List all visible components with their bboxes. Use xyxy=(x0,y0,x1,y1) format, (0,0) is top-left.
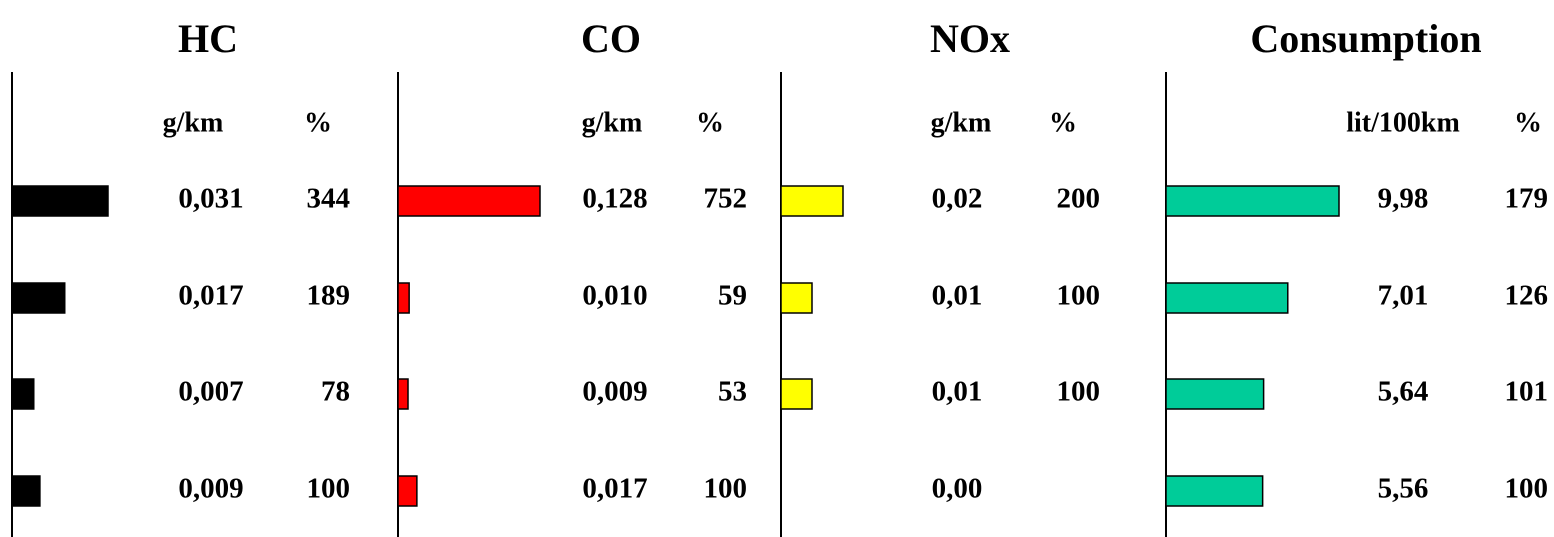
percent-value: 126 xyxy=(1505,280,1549,312)
unit-label: g/km xyxy=(931,107,992,138)
percent-value: 752 xyxy=(704,183,748,215)
bar xyxy=(397,475,418,507)
value-label: 9,98 xyxy=(1378,183,1429,215)
value-label: 0,00 xyxy=(932,473,983,505)
bar xyxy=(11,282,66,314)
bar xyxy=(780,378,813,410)
panel-title: Consumption xyxy=(1250,16,1481,61)
value-label: 0,017 xyxy=(178,280,243,312)
bar xyxy=(11,475,41,507)
value-label: 0,128 xyxy=(582,183,647,215)
value-label: 0,017 xyxy=(582,473,647,505)
percent-value: 179 xyxy=(1505,183,1549,215)
bar xyxy=(397,185,541,217)
bar xyxy=(11,378,35,410)
bar xyxy=(780,185,844,217)
panel-title: NOx xyxy=(930,16,1010,61)
unit-label: lit/100km xyxy=(1346,107,1460,138)
bar xyxy=(1165,475,1264,507)
percent-value: 53 xyxy=(718,376,747,408)
percent-label: % xyxy=(1514,107,1542,138)
bar xyxy=(397,378,409,410)
unit-label: g/km xyxy=(163,107,224,138)
percent-value: 100 xyxy=(307,473,351,505)
percent-value: 101 xyxy=(1505,376,1549,408)
percent-value: 78 xyxy=(321,376,350,408)
value-label: 5,64 xyxy=(1378,376,1429,408)
value-label: 0,010 xyxy=(582,280,647,312)
percent-label: % xyxy=(1049,107,1077,138)
value-label: 0,007 xyxy=(178,376,243,408)
value-label: 0,01 xyxy=(932,376,983,408)
panel-nox: NOx g/km % 0,02 200 0,01 100 0,01 100 0,00 xyxy=(780,16,1101,537)
bar xyxy=(780,282,813,314)
value-label: 0,031 xyxy=(178,183,243,215)
panel-co: CO g/km % 0,128 752 0,010 59 0,009 53 0,017 100 xyxy=(397,16,748,537)
value-label: 5,56 xyxy=(1378,473,1429,505)
bar xyxy=(11,185,109,217)
value-label: 0,009 xyxy=(178,473,243,505)
bar xyxy=(397,282,410,314)
bar xyxy=(1165,282,1289,314)
percent-value: 100 xyxy=(1057,376,1101,408)
panel-title: HC xyxy=(178,16,238,61)
bar xyxy=(1165,378,1265,410)
percent-value: 100 xyxy=(1505,473,1549,505)
percent-value: 200 xyxy=(1057,183,1101,215)
panel-consumption: Consumption lit/100km % 9,98 179 7,01 126 5,64 1… xyxy=(1165,16,1549,537)
percent-value: 344 xyxy=(307,183,351,215)
percent-value: 100 xyxy=(704,473,748,505)
value-label: 0,009 xyxy=(582,376,647,408)
value-label: 0,01 xyxy=(932,280,983,312)
unit-label: g/km xyxy=(582,107,643,138)
percent-value: 100 xyxy=(1057,280,1101,312)
bar xyxy=(1165,185,1340,217)
panel-title: CO xyxy=(581,16,641,61)
panel-hc: HC g/km % 0,031 344 0,017 189 0,007 78 0,009 100 xyxy=(11,16,351,537)
percent-label: % xyxy=(304,107,332,138)
percent-value: 189 xyxy=(307,280,351,312)
value-label: 7,01 xyxy=(1378,280,1429,312)
percent-value: 59 xyxy=(718,280,747,312)
percent-label: % xyxy=(696,107,724,138)
value-label: 0,02 xyxy=(932,183,983,215)
